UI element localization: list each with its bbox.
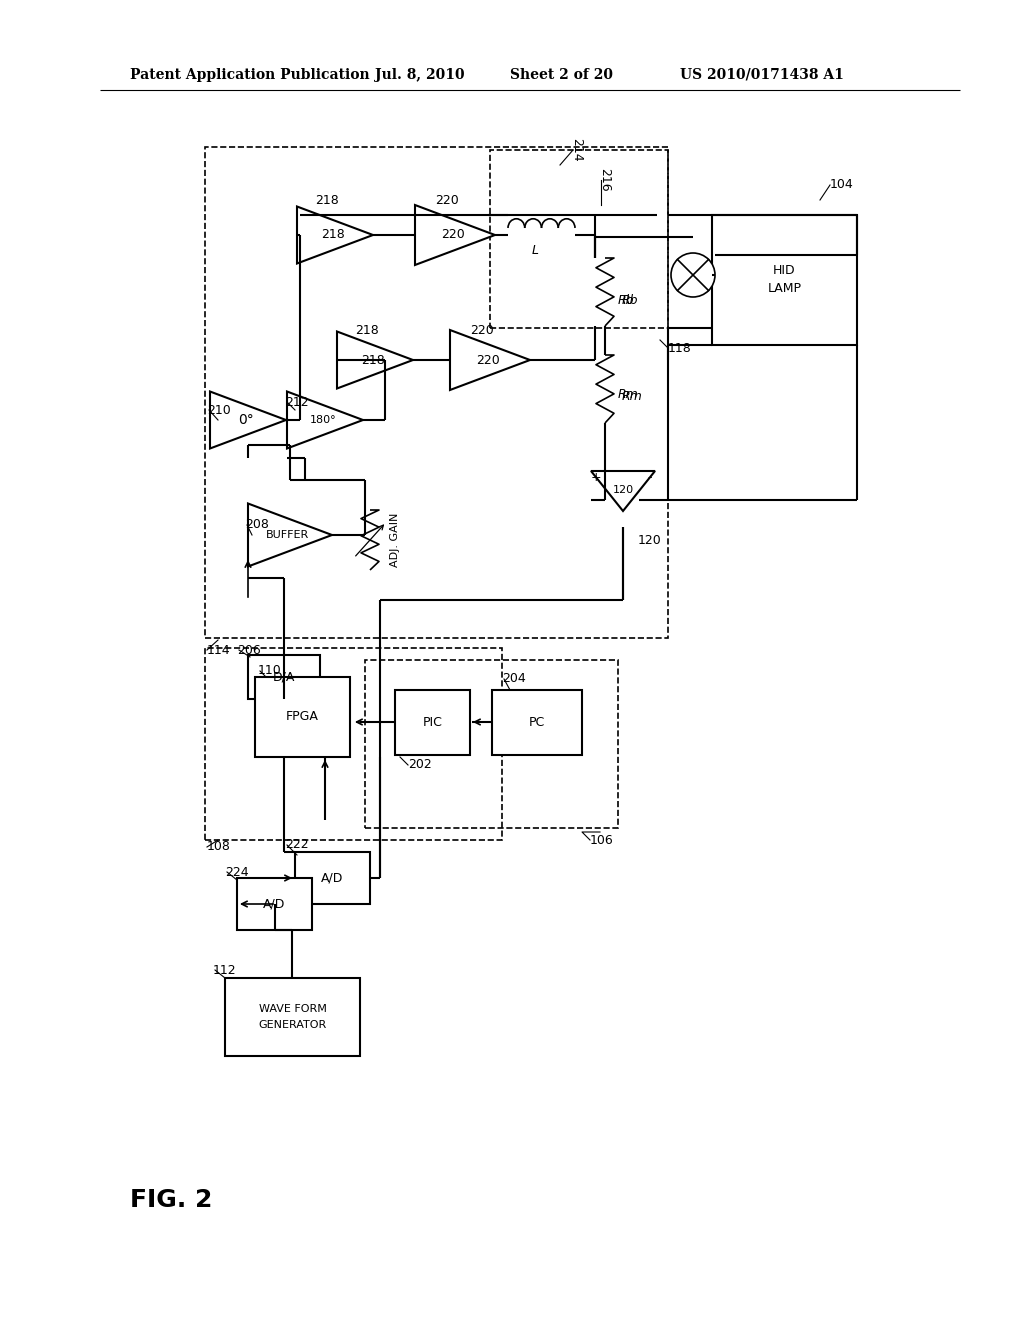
- Text: +: +: [591, 471, 601, 484]
- Text: 110: 110: [258, 664, 282, 677]
- Polygon shape: [297, 206, 373, 264]
- Polygon shape: [210, 392, 286, 449]
- Bar: [712, 215, 857, 345]
- Text: A/D: A/D: [322, 871, 344, 884]
- Text: Rm: Rm: [618, 388, 639, 401]
- Bar: [492, 690, 582, 755]
- Text: 104: 104: [830, 178, 854, 191]
- Text: 218: 218: [355, 323, 379, 337]
- Text: D/A: D/A: [272, 671, 295, 684]
- Text: 220: 220: [470, 323, 494, 337]
- Polygon shape: [337, 331, 413, 388]
- Polygon shape: [450, 330, 530, 389]
- Text: WAVE FORM: WAVE FORM: [259, 1005, 327, 1014]
- Bar: [490, 150, 668, 327]
- Bar: [225, 978, 360, 1056]
- Polygon shape: [415, 205, 495, 265]
- Text: 106: 106: [590, 833, 613, 846]
- Text: 220: 220: [476, 354, 500, 367]
- Text: HID: HID: [773, 264, 796, 276]
- Text: 206: 206: [237, 644, 261, 656]
- Text: LAMP: LAMP: [768, 281, 802, 294]
- Text: FPGA: FPGA: [286, 710, 318, 723]
- Bar: [395, 690, 470, 755]
- Text: 112: 112: [213, 964, 237, 977]
- Text: -: -: [648, 471, 652, 484]
- Text: 220: 220: [435, 194, 459, 206]
- Text: 214: 214: [570, 139, 583, 162]
- Polygon shape: [591, 471, 655, 511]
- Text: Rm: Rm: [622, 391, 643, 404]
- Text: BUFFER: BUFFER: [266, 531, 309, 540]
- Text: Patent Application Publication: Patent Application Publication: [130, 69, 370, 82]
- Text: Rb: Rb: [618, 293, 635, 306]
- Text: 202: 202: [408, 759, 432, 771]
- Text: 204: 204: [502, 672, 525, 685]
- Text: 220: 220: [441, 228, 465, 242]
- Text: FIG. 2: FIG. 2: [130, 1188, 212, 1212]
- Text: PC: PC: [528, 715, 545, 729]
- Text: 118: 118: [668, 342, 692, 355]
- Text: 210: 210: [207, 404, 230, 417]
- Text: 0°: 0°: [239, 413, 254, 426]
- Bar: [237, 878, 312, 931]
- Text: 218: 218: [315, 194, 339, 206]
- Text: 224: 224: [225, 866, 249, 879]
- Circle shape: [671, 253, 715, 297]
- Text: 108: 108: [207, 841, 230, 854]
- Text: 120: 120: [612, 484, 634, 495]
- Bar: [365, 660, 618, 828]
- Text: 180°: 180°: [310, 414, 337, 425]
- Text: 218: 218: [322, 228, 345, 242]
- Text: Jul. 8, 2010: Jul. 8, 2010: [375, 69, 465, 82]
- Text: A/D: A/D: [263, 898, 286, 911]
- Text: Rb: Rb: [622, 293, 639, 306]
- Bar: [255, 677, 350, 756]
- Text: PIC: PIC: [423, 715, 442, 729]
- Text: L: L: [531, 243, 539, 256]
- Text: Sheet 2 of 20: Sheet 2 of 20: [510, 69, 613, 82]
- Bar: [248, 655, 319, 700]
- Text: GENERATOR: GENERATOR: [258, 1020, 327, 1030]
- Bar: [205, 147, 668, 638]
- Polygon shape: [287, 392, 362, 449]
- Text: 222: 222: [285, 838, 308, 851]
- Text: 120: 120: [638, 533, 662, 546]
- Text: 114: 114: [207, 644, 230, 656]
- Text: US 2010/0171438 A1: US 2010/0171438 A1: [680, 69, 844, 82]
- Polygon shape: [248, 503, 332, 566]
- Bar: [205, 648, 502, 840]
- Text: 212: 212: [285, 396, 308, 408]
- Text: 216: 216: [598, 168, 611, 191]
- Text: 218: 218: [361, 354, 385, 367]
- Text: ADJ. GAIN: ADJ. GAIN: [390, 512, 400, 568]
- Text: 208: 208: [245, 519, 269, 532]
- Bar: [295, 851, 370, 904]
